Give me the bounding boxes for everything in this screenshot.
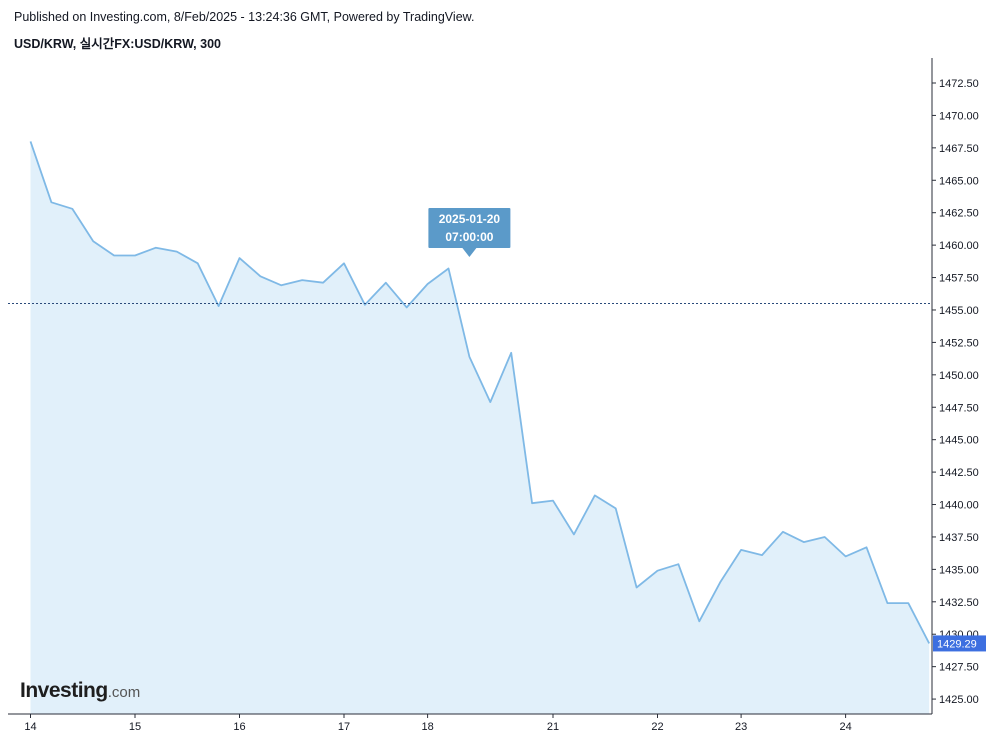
time-tick-label: 22 [651, 721, 663, 733]
price-tick-label: 1462.50 [939, 208, 979, 220]
published-caption: Published on Investing.com, 8/Feb/2025 -… [14, 10, 475, 24]
date-tooltip-pointer [462, 248, 477, 257]
last-price-label: 1429.29 [937, 638, 977, 650]
price-tick-label: 1455.00 [939, 305, 979, 317]
price-tick-label: 1460.00 [939, 240, 979, 252]
price-axis: 1425.001427.501430.001432.501435.001437.… [931, 58, 979, 714]
time-tick-label: 23 [735, 721, 747, 733]
symbol-title: USD/KRW, 실시간FX:USD/KRW, 300 [14, 37, 221, 51]
tooltip-date: 2025-01-20 [439, 212, 501, 226]
price-tick-label: 1440.00 [939, 500, 979, 512]
price-tick-label: 1472.50 [939, 78, 979, 90]
price-tick-label: 1470.00 [939, 110, 979, 122]
price-tick-label: 1467.50 [939, 143, 979, 155]
last-price-box [933, 635, 986, 652]
investing-logo: Investing.com [20, 679, 140, 703]
price-tick-label: 1450.00 [939, 370, 979, 382]
series-area [30, 141, 930, 714]
price-tick-label: 1465.00 [939, 175, 979, 187]
plot-area [29, 141, 930, 714]
logo-brand: Investing [20, 679, 108, 702]
series-line [29, 141, 930, 644]
time-tick-label: 14 [24, 721, 36, 733]
last-price-badge: 1429.29 [933, 635, 986, 652]
chart-overlay: 2025-01-20 07:00:00 1429.29 [8, 208, 986, 652]
price-tick-label: 1432.50 [939, 597, 979, 609]
tooltip-time: 07:00:00 [445, 230, 493, 244]
time-tick-label: 24 [839, 721, 851, 733]
price-tick-label: 1452.50 [939, 337, 979, 349]
time-tick-label: 17 [338, 721, 350, 733]
price-tick-label: 1437.50 [939, 532, 979, 544]
price-tick-label: 1435.00 [939, 564, 979, 576]
price-tick-label: 1457.50 [939, 273, 979, 285]
price-tick-label: 1427.50 [939, 662, 979, 674]
price-tick-label: 1445.00 [939, 435, 979, 447]
time-tick-label: 16 [233, 721, 245, 733]
time-tick-label: 21 [547, 721, 559, 733]
price-tick-label: 1425.00 [939, 694, 979, 706]
date-tooltip: 2025-01-20 07:00:00 [428, 208, 511, 257]
date-tooltip-box [428, 208, 511, 248]
time-axis: 14 15 16 17 18 21 22 23 24 [8, 713, 932, 733]
price-tick-label: 1447.50 [939, 402, 979, 414]
logo-suffix: .com [107, 684, 141, 701]
time-tick-label: 18 [421, 721, 433, 733]
price-tick-label: 1442.50 [939, 467, 979, 479]
time-tick-label: 15 [129, 721, 141, 733]
